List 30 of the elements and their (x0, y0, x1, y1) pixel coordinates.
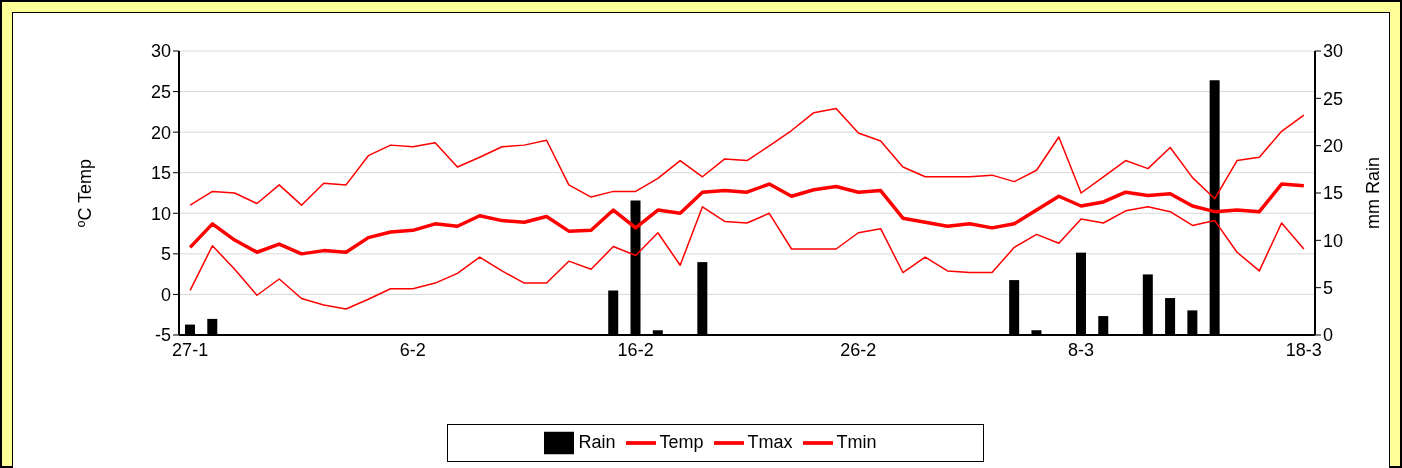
legend-label: Tmax (747, 431, 793, 452)
legend-label: Tmin (836, 431, 877, 452)
y-tick-label: 15 (150, 163, 171, 184)
y2-tick-label: 25 (1323, 88, 1344, 109)
legend-label: Rain (578, 431, 616, 452)
y2-axis-title: mm Rain (1363, 156, 1384, 230)
y2-tick-label: 15 (1323, 183, 1344, 204)
x-tick-label: 18-3 (1285, 339, 1322, 360)
y2-tick-label: 0 (1323, 325, 1334, 346)
y-tick-label: 10 (150, 203, 171, 224)
line-series (188, 182, 1306, 256)
y2-tick-label: 10 (1323, 230, 1344, 251)
y-tick-label: -5 (154, 325, 171, 346)
y-tick-label: 0 (160, 284, 171, 305)
x-tick-label: 8-3 (1068, 339, 1095, 360)
y2-tick-label: 5 (1323, 278, 1334, 299)
y-tick-label: 5 (160, 244, 171, 265)
line-series (189, 107, 1305, 206)
y2-tick-label: 30 (1323, 41, 1344, 62)
y-tick-label: 20 (150, 122, 171, 143)
x-tick-label: 6-2 (399, 339, 426, 360)
x-tick-label: 16-2 (617, 339, 654, 360)
x-tick-label: 27-1 (172, 339, 209, 360)
y-tick-label: 25 (150, 81, 171, 102)
y2-tick-label: 20 (1323, 136, 1344, 157)
x-tick-label: 26-2 (840, 339, 877, 360)
y-axis-title: ºC Temp (75, 158, 96, 228)
line-series (189, 206, 1305, 310)
legend-label: Temp (659, 431, 704, 452)
y-tick-label: 30 (150, 41, 171, 62)
